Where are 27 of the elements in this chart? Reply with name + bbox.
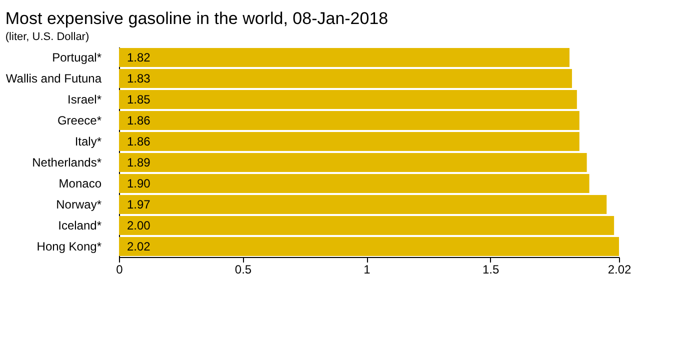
y-tick-label: Netherlands* — [32, 156, 102, 170]
data-label: 1.97 — [127, 198, 151, 212]
chart-title: Most expensive gasoline in the world, 08-Jan-2018 — [5, 9, 388, 28]
y-tick-label: Iceland* — [58, 218, 102, 232]
y-tick-label: Portugal* — [52, 50, 102, 64]
data-label: 1.86 — [127, 134, 151, 148]
y-tick-label: Wallis and Futuna — [6, 72, 102, 86]
x-tick-label: 0 — [116, 262, 124, 276]
x-tick-label: 1 — [364, 262, 371, 276]
chart-subtitle: (liter, U.S. Dollar) — [5, 31, 90, 43]
data-label: 1.86 — [127, 114, 151, 128]
data-label: 1.90 — [127, 176, 151, 190]
x-tick-label: 0.5 — [234, 262, 252, 276]
y-tick-label: Monaco — [58, 176, 102, 190]
data-label: 1.85 — [127, 92, 151, 106]
y-tick-label: Norway* — [56, 198, 102, 212]
x-tick-label: 1.5 — [482, 262, 500, 276]
y-tick-label: Hong Kong* — [36, 240, 102, 254]
y-tick-label: Israel* — [67, 92, 102, 106]
y-tick-label: Greece* — [57, 114, 102, 128]
data-label: 1.83 — [127, 72, 151, 86]
data-label: 1.89 — [127, 156, 151, 170]
data-label: 2.00 — [127, 218, 151, 232]
x-tick-label: 2.02 — [608, 262, 632, 276]
data-label: 1.82 — [127, 50, 151, 64]
y-tick-label: Italy* — [74, 134, 102, 148]
data-label: 2.02 — [127, 240, 151, 254]
